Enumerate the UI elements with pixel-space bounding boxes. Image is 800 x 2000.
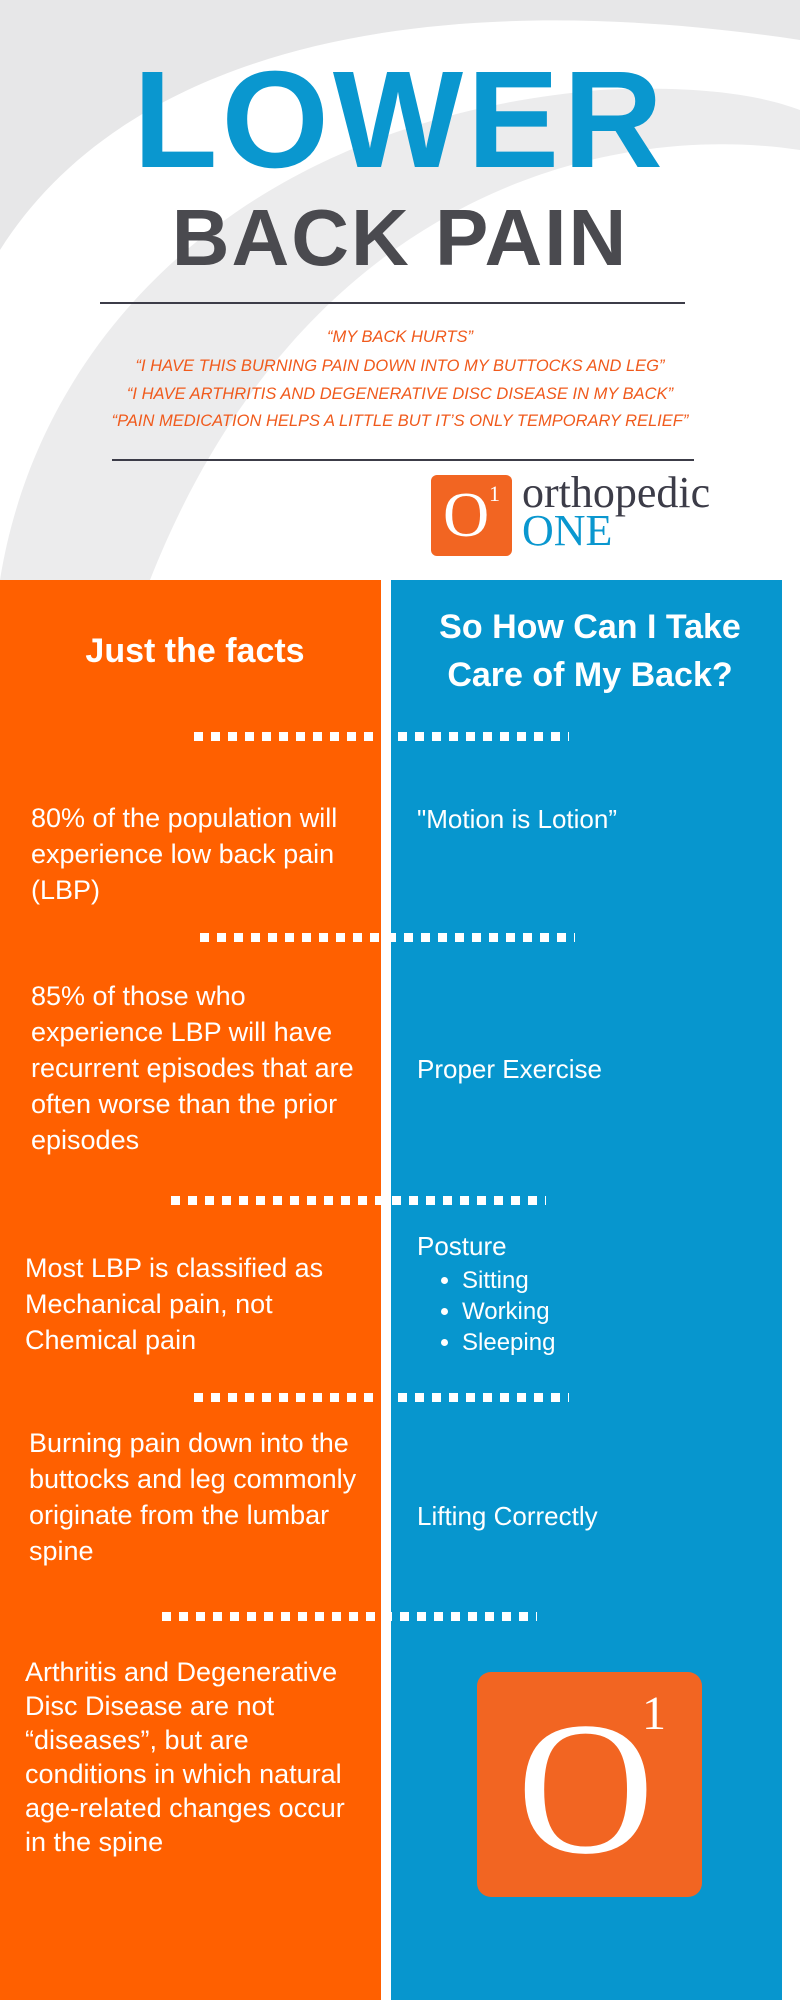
facts-heading: Just the facts bbox=[85, 632, 305, 670]
fact: 85% of those who experience LBP will hav… bbox=[31, 981, 354, 1155]
care-tip: "Motion is Lotion” bbox=[417, 804, 617, 834]
care-heading: So How Can I Take Care of My Back? bbox=[439, 608, 741, 694]
fact: Burning pain down into the buttocks and … bbox=[29, 1428, 357, 1566]
fact: Arthritis and Degenerative Disc Disease … bbox=[25, 1657, 345, 1857]
title-line2: BACK PAIN bbox=[171, 193, 629, 282]
divider bbox=[112, 459, 694, 461]
bullet: Working bbox=[462, 1296, 555, 1327]
title-line1: LOWER bbox=[133, 43, 667, 197]
dotted-divider bbox=[200, 933, 575, 942]
background-swoosh bbox=[0, 0, 800, 580]
dotted-divider bbox=[194, 1393, 569, 1402]
care-tip: Posture bbox=[417, 1231, 507, 1261]
big-logo: O 1 bbox=[477, 1672, 702, 1897]
quote: “I HAVE THIS BURNING PAIN DOWN INTO MY B… bbox=[135, 357, 665, 375]
bullet-list: Sitting Working Sleeping bbox=[417, 1265, 555, 1358]
logo-box: O 1 bbox=[431, 475, 512, 556]
bullet: Sitting bbox=[462, 1265, 555, 1296]
logo-mark: O bbox=[517, 1684, 655, 1894]
logo-superscript: 1 bbox=[642, 1687, 666, 1740]
bullet: Sleeping bbox=[462, 1327, 555, 1358]
dotted-divider bbox=[162, 1612, 537, 1621]
dotted-divider bbox=[194, 732, 569, 741]
facts-column bbox=[0, 580, 381, 2000]
quote: “MY BACK HURTS” bbox=[326, 328, 474, 346]
logo-word: ONE bbox=[522, 506, 613, 555]
care-tip: Lifting Correctly bbox=[417, 1501, 598, 1531]
care-tip: Proper Exercise bbox=[417, 1054, 602, 1084]
divider bbox=[100, 302, 685, 304]
quote: “PAIN MEDICATION HELPS A LITTLE BUT IT’S… bbox=[111, 412, 689, 430]
logo-word: orthopedic bbox=[522, 468, 711, 517]
fact: 80% of the population will experience lo… bbox=[31, 803, 338, 905]
logo-mark: O bbox=[443, 479, 490, 550]
dotted-divider bbox=[171, 1196, 546, 1205]
fact: Most LBP is classified as Mechanical pai… bbox=[25, 1253, 324, 1355]
logo-superscript: 1 bbox=[489, 481, 500, 506]
quote: “I HAVE ARTHRITIS AND DEGENERATIVE DISC … bbox=[126, 385, 674, 403]
